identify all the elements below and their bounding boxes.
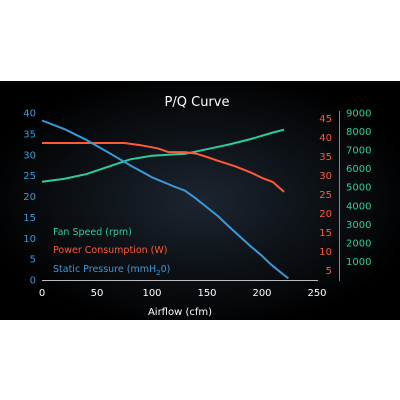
static-pressure-line bbox=[41, 119, 289, 280]
power-consumption-line bbox=[42, 142, 285, 193]
speed-tick-label: 7000 bbox=[346, 146, 371, 157]
pressure-tick-labels: 0 5 10 15 20 25 30 35 40 bbox=[23, 109, 36, 287]
x-tick-label: 250 bbox=[307, 288, 326, 299]
x-tick-label: 100 bbox=[142, 288, 161, 299]
speed-tick-label: 4000 bbox=[346, 201, 371, 212]
speed-tick-label: 2000 bbox=[346, 238, 371, 249]
power-tick-label: 40 bbox=[319, 133, 332, 144]
pressure-tick-label: 5 bbox=[30, 255, 36, 266]
power-tick-label: 10 bbox=[319, 247, 332, 258]
speed-tick-label: 6000 bbox=[346, 164, 371, 175]
pressure-tick-label: 10 bbox=[23, 234, 36, 245]
legend-fan-speed: Fan Speed (rpm) bbox=[53, 227, 132, 238]
speed-tick-label: 8000 bbox=[346, 127, 371, 138]
speed-tick-label: 3000 bbox=[346, 220, 371, 231]
legend-static-pressure-end: 0) bbox=[161, 264, 171, 275]
speed-tick-label: 1000 bbox=[346, 257, 371, 268]
power-tick-label: 20 bbox=[319, 209, 332, 220]
pressure-tick-label: 20 bbox=[23, 192, 36, 203]
pressure-tick-label: 30 bbox=[23, 150, 36, 161]
pressure-tick-label: 0 bbox=[30, 276, 36, 287]
legend-static-pressure-sub: 2 bbox=[156, 269, 160, 277]
x-tick-labels: 0 50 100 150 200 250 bbox=[39, 288, 327, 299]
x-axis-label: Airflow (cfm) bbox=[148, 307, 212, 318]
pressure-tick-label: 40 bbox=[23, 109, 36, 120]
power-tick-label: 35 bbox=[319, 152, 332, 163]
pressure-tick-label: 25 bbox=[23, 171, 36, 182]
chart-panel: P/Q Curve 0 50 100 150 200 250 0 5 10 15 20 25 30 35… bbox=[0, 81, 400, 320]
power-tick-label: 5 bbox=[326, 266, 332, 277]
power-tick-label: 15 bbox=[319, 228, 332, 239]
power-tick-labels: 5 10 15 20 25 30 35 40 45 bbox=[319, 114, 332, 277]
speed-tick-label: 5000 bbox=[346, 183, 371, 194]
x-tick-label: 200 bbox=[252, 288, 271, 299]
x-tick-label: 0 bbox=[39, 288, 45, 299]
legend-static-pressure-main: Static Pressure (mmH bbox=[53, 264, 156, 275]
power-tick-label: 25 bbox=[319, 190, 332, 201]
chart-title: P/Q Curve bbox=[165, 95, 230, 110]
fan-speed-line bbox=[41, 128, 285, 183]
speed-tick-labels: 1000 2000 3000 4000 5000 6000 7000 8000 9000 bbox=[346, 109, 371, 268]
x-tick-label: 50 bbox=[91, 288, 104, 299]
pressure-tick-label: 35 bbox=[23, 129, 36, 140]
legend-power-consumption: Power Consumption (W) bbox=[53, 245, 168, 256]
legend-static-pressure: Static Pressure (mmH20) bbox=[53, 264, 170, 277]
x-tick-label: 150 bbox=[197, 288, 216, 299]
pressure-tick-label: 15 bbox=[23, 213, 36, 224]
speed-tick-label: 9000 bbox=[346, 109, 371, 120]
power-tick-label: 45 bbox=[319, 114, 332, 125]
pq-chart: P/Q Curve 0 50 100 150 200 250 05101520253035… bbox=[0, 81, 400, 320]
series-lines bbox=[41, 119, 289, 280]
power-tick-label: 30 bbox=[319, 171, 332, 182]
